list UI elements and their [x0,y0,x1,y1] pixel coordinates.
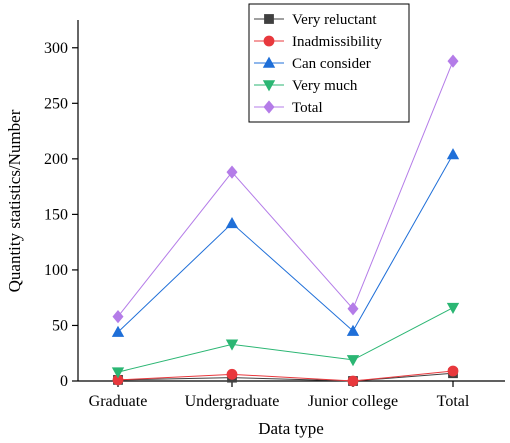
data-point [347,302,359,316]
legend-label: Total [292,100,323,116]
series-markers [111,54,460,387]
y-tick-label: 0 [60,373,68,390]
legend-marker [263,100,275,114]
legend-marker [262,56,276,68]
y-tick-label: 250 [44,95,68,112]
data-point [346,324,360,336]
x-tick-label: Graduate [89,393,148,410]
y-tick-label: 300 [44,40,68,57]
x-tick-label: Undergraduate [185,393,280,410]
x-tick-label: Total [437,393,470,410]
legend-label: Very much [292,78,358,94]
y-tick-label: 50 [52,317,68,334]
y-tick-label: 200 [44,151,68,168]
data-point [112,309,124,324]
y-tick-label: 100 [44,262,68,279]
series-line-1 [117,370,454,382]
data-point [111,367,125,379]
data-point [111,325,125,337]
y-axis-title: Quantity statistics/Number [5,109,24,292]
legend-marker [262,80,276,92]
data-point [446,302,460,315]
series-line-4 [117,60,454,317]
data-point [225,216,239,229]
x-ticks: Graduate Undergraduate Junior college Total [89,381,470,410]
x-tick-label: Junior college [308,393,398,410]
series-line-2 [117,154,454,333]
series-line-0 [117,372,454,382]
data-point [226,368,238,380]
data-point [447,54,459,68]
y-tick-label: 150 [44,206,68,223]
legend-label: Inadmissibility [292,34,383,50]
data-point [226,165,238,179]
legend-marker [264,14,274,24]
y-ticks: 0 50 100 150 200 250 300 [44,40,78,390]
legend-label: Very reluctant [292,12,377,28]
data-point [346,355,360,367]
data-point [225,339,239,351]
data-point [347,375,359,387]
series-line-3 [117,307,454,373]
data-point [446,148,460,160]
x-axis-title: Data type [258,419,324,438]
data-point [447,365,459,377]
legend-label: Can consider [292,56,371,72]
legend: Very reluctant Inadmissibility Can conside… [248,3,410,123]
axes [77,20,505,382]
legend-marker [263,35,275,47]
series-lines [117,60,454,382]
